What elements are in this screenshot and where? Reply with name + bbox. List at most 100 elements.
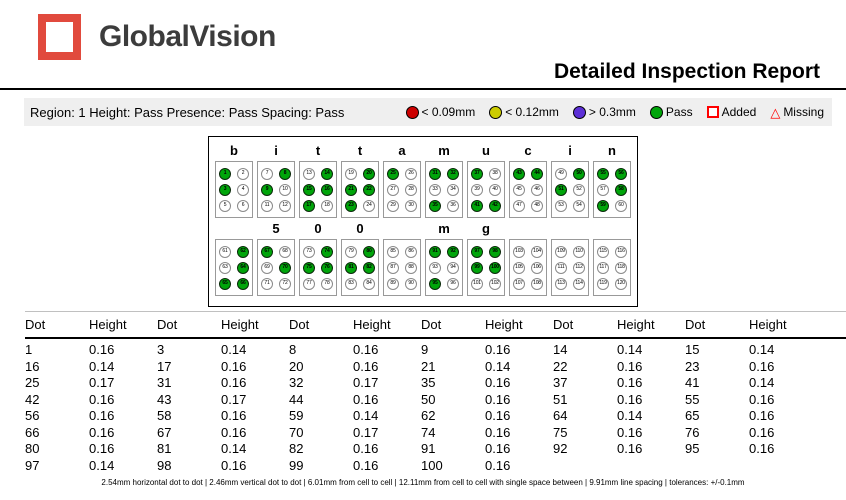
dot-number: 65 bbox=[685, 408, 700, 423]
dot-number: 82 bbox=[289, 441, 304, 456]
height-value bbox=[617, 458, 685, 475]
height-value: 0.16 bbox=[89, 391, 115, 407]
braille-cell-label bbox=[551, 220, 589, 239]
height-value: 0.16 bbox=[353, 457, 379, 473]
empty-dot: 110 bbox=[573, 245, 585, 258]
dot-number: 22 bbox=[553, 358, 568, 374]
empty-dot: 72 bbox=[279, 277, 291, 290]
braille-cell-label: 0 bbox=[314, 221, 322, 236]
empty-dot: 63 bbox=[219, 261, 231, 274]
dot-number: 50 bbox=[421, 391, 436, 407]
empty-dot: 34 bbox=[447, 183, 459, 196]
empty-dot: 102 bbox=[489, 277, 501, 290]
raised-dot: 56 bbox=[615, 167, 627, 180]
braille-cell-box: 109 110 111 112 113 114 bbox=[551, 239, 589, 296]
braille-cell-box: 13 14 15 16 17 18 bbox=[299, 161, 337, 218]
raised-dot: 9 bbox=[261, 183, 273, 196]
dot-number bbox=[553, 458, 617, 475]
report-header: GlobalVision Detailed Inspection Report bbox=[0, 0, 846, 90]
braille-cell-box: 19 20 21 22 23 24 bbox=[341, 161, 379, 218]
empty-dot: 118 bbox=[615, 261, 627, 274]
braille-cell-label: i bbox=[568, 143, 572, 158]
empty-dot: 61 bbox=[219, 245, 231, 258]
empty-dot: 19 bbox=[345, 167, 357, 180]
dot-number: 44 bbox=[289, 391, 304, 407]
empty-dot: 26 bbox=[405, 167, 417, 180]
dot-number: 81 bbox=[157, 441, 172, 456]
empty-dot: 49 bbox=[555, 167, 567, 180]
raised-dot: 21 bbox=[345, 183, 357, 196]
green-circle-icon bbox=[649, 105, 663, 119]
dot-number: 23 bbox=[685, 358, 700, 374]
braille-cell-box: 73 74 75 76 77 78 bbox=[299, 239, 337, 296]
empty-dot: 30 bbox=[405, 199, 417, 212]
column-header: Height bbox=[89, 317, 127, 332]
raised-dot: 81 bbox=[345, 261, 357, 274]
height-value: 0.16 bbox=[749, 441, 775, 456]
dot-number: 14 bbox=[553, 342, 568, 357]
dot-number: 8 bbox=[289, 342, 297, 357]
empty-dot: 77 bbox=[303, 277, 315, 290]
column-header: Dot bbox=[289, 317, 310, 332]
empty-dot: 2 bbox=[237, 167, 249, 180]
braille-cell-label: g bbox=[482, 221, 490, 236]
empty-dot: 103 bbox=[513, 245, 525, 258]
braille-cell-box: 115 116 117 118 119 120 bbox=[593, 239, 631, 296]
braille-cell: i 7 8 9 10 11 12 bbox=[257, 142, 295, 218]
empty-dot: 113 bbox=[555, 277, 567, 290]
height-value: 0.17 bbox=[221, 391, 247, 407]
braille-cell-box: 43 44 45 46 47 48 bbox=[509, 161, 547, 218]
raised-dot: 75 bbox=[303, 261, 315, 274]
height-value: 0.16 bbox=[617, 358, 643, 374]
empty-dot: 36 bbox=[447, 199, 459, 212]
column-header: Height bbox=[617, 317, 655, 332]
raised-dot: 50 bbox=[573, 167, 585, 180]
raised-dot: 66 bbox=[237, 277, 249, 290]
table-row: 25 0.17 31 0.16 32 0.17 35 0.16 37 0.16 41 0.14 bbox=[25, 375, 846, 392]
height-value: 0.16 bbox=[353, 358, 379, 374]
braille-cell-box: 103 104 105 106 107 108 bbox=[509, 239, 547, 296]
table-header-row: Dot Height Dot Height Dot Height Dot Height Dot H… bbox=[25, 311, 846, 339]
raised-dot: 64 bbox=[237, 261, 249, 274]
braille-cell-box: 7 8 9 10 11 12 bbox=[257, 161, 295, 218]
table-row: 56 0.16 58 0.16 59 0.14 62 0.16 64 0.14 65 0.16 bbox=[25, 408, 846, 425]
height-value: 0.14 bbox=[89, 358, 115, 374]
height-value: 0.14 bbox=[485, 358, 511, 374]
empty-dot: 33 bbox=[429, 183, 441, 196]
legend-item: Pass bbox=[649, 105, 693, 119]
empty-dot: 11 bbox=[261, 199, 273, 212]
column-header: Dot bbox=[421, 317, 442, 332]
legend-item: △ Missing bbox=[770, 105, 824, 119]
empty-dot: 114 bbox=[573, 277, 585, 290]
raised-dot: 76 bbox=[321, 261, 333, 274]
empty-dot: 71 bbox=[261, 277, 273, 290]
empty-dot: 109 bbox=[555, 245, 567, 258]
dot-number: 42 bbox=[25, 391, 40, 407]
empty-dot: 13 bbox=[303, 167, 315, 180]
raised-dot: 35 bbox=[429, 199, 441, 212]
raised-dot: 99 bbox=[471, 261, 483, 274]
red-circle-icon bbox=[405, 105, 419, 119]
height-value: 0.17 bbox=[353, 375, 379, 390]
legend-label: Pass bbox=[665, 105, 693, 119]
braille-cell-label: 0 bbox=[356, 221, 364, 236]
empty-dot: 24 bbox=[363, 199, 375, 212]
column-header: Dot bbox=[685, 317, 706, 332]
empty-dot: 88 bbox=[405, 261, 417, 274]
height-value: 0.14 bbox=[221, 342, 247, 357]
empty-dot: 4 bbox=[237, 183, 249, 196]
braille-cell-label: 5 bbox=[272, 221, 280, 236]
raised-dot: 62 bbox=[237, 245, 249, 258]
raised-dot: 14 bbox=[321, 167, 333, 180]
empty-dot: 96 bbox=[447, 277, 459, 290]
braille-cell-label: n bbox=[608, 143, 616, 158]
dot-number: 98 bbox=[157, 457, 172, 473]
column-header: Height bbox=[749, 317, 787, 332]
braille-cell-box: 37 38 39 40 41 42 bbox=[467, 161, 505, 218]
legend-label: > 0.3mm bbox=[588, 105, 636, 119]
empty-dot: 93 bbox=[429, 261, 441, 274]
dot-number: 95 bbox=[685, 441, 700, 456]
raised-dot: 31 bbox=[429, 167, 441, 180]
